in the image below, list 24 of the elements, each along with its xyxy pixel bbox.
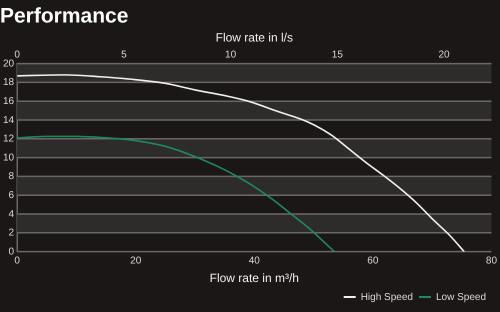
x-tick-label: 60: [367, 255, 379, 266]
y-tick-label: 0: [8, 246, 15, 258]
x-tick-label: 20: [130, 255, 142, 266]
y-tick-label: 2: [8, 228, 15, 239]
y-tick-label: 18: [3, 77, 15, 88]
x2-axis-title: Flow rate in l/s: [216, 30, 293, 45]
y-tick-label: 4: [8, 208, 15, 220]
y-tick-label: 16: [3, 96, 15, 107]
y-tick-label: 14: [3, 114, 15, 126]
legend-label: Low Speed: [436, 292, 486, 303]
x2-tick-label: 5: [121, 49, 128, 60]
x2-tick-label: 20: [438, 49, 450, 60]
x2-tick-label: 10: [225, 49, 237, 60]
y-tick-label: 8: [8, 171, 15, 182]
chart-title: Performance: [0, 4, 128, 28]
y-tick-label: 12: [3, 134, 15, 145]
y-tick-label: 10: [3, 152, 15, 164]
x2-tick-label: 15: [332, 49, 344, 60]
y-tick-label: 6: [8, 190, 15, 201]
x-tick-label: 40: [248, 255, 260, 266]
y-tick-label: 20: [3, 58, 15, 70]
x-axis-title: Flow rate in m³/h: [210, 271, 299, 286]
x-tick-label: 80: [486, 255, 498, 266]
legend-label: High Speed: [360, 292, 413, 303]
